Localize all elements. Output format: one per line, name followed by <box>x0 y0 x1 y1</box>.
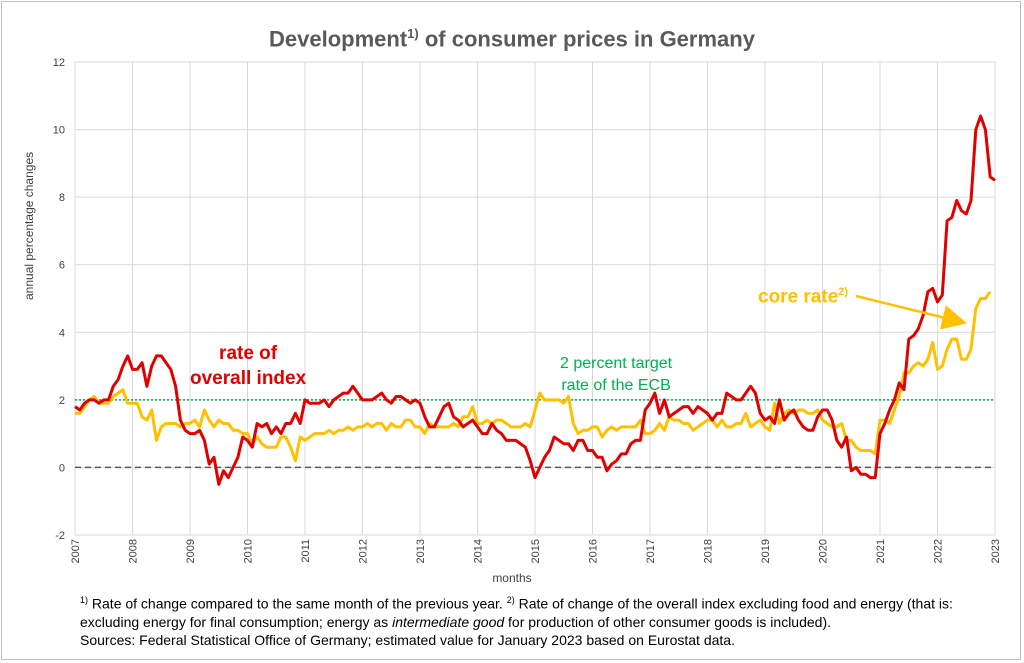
y-tick-label: 6 <box>59 260 65 272</box>
x-tick-label: 2013 <box>415 539 427 563</box>
x-tick-label: 2012 <box>358 539 370 563</box>
overall-label-line-1: rate of <box>219 343 278 364</box>
title-main: Development <box>269 26 408 52</box>
footnote-sources: Sources: Federal Statistical Office of G… <box>80 631 735 648</box>
x-tick-label: 2023 <box>990 539 1002 563</box>
x-tick-label: 2011 <box>300 539 312 563</box>
title-rest: of consumer prices in Germany <box>418 26 755 52</box>
target-line-label: 2 percent target rate of the ECB <box>560 353 672 397</box>
x-tick-label: 2014 <box>473 539 485 563</box>
x-tick-label: 2009 <box>185 539 197 563</box>
y-tick-label: 0 <box>59 462 65 474</box>
x-tick-label: 2021 <box>875 539 887 563</box>
x-tick-label: 2015 <box>530 539 542 563</box>
target-label-line-2: rate of the ECB <box>561 377 671 394</box>
target-label-line-1: 2 percent target <box>560 355 673 372</box>
x-tick-label: 2018 <box>703 539 715 563</box>
footnote: 1) Rate of change compared to the same m… <box>80 591 1000 649</box>
x-tick-label: 2019 <box>760 539 772 563</box>
core-rate-line <box>75 290 992 463</box>
core-label-footnote-mark: 2) <box>838 286 849 298</box>
y-tick-label: -2 <box>55 530 65 542</box>
x-tick-label: 2007 <box>70 539 82 563</box>
chart-title: Development1) of consumer prices in Germ… <box>0 26 1024 52</box>
y-tick-label: 8 <box>59 192 65 204</box>
y-tick-label: 2 <box>59 395 65 407</box>
y-tick-label: 4 <box>59 327 65 339</box>
x-tick-label: 2008 <box>128 539 140 563</box>
x-tick-label: 2020 <box>818 539 830 563</box>
y-tick-label: 12 <box>53 57 65 69</box>
x-tick-label: 2016 <box>588 539 600 563</box>
x-tick-label: 2022 <box>933 539 945 563</box>
title-footnote-mark: 1) <box>407 26 419 41</box>
y-tick-label: 10 <box>53 125 65 137</box>
overall-series-label: rate of overall index <box>190 341 306 391</box>
x-tick-label: 2010 <box>243 539 255 563</box>
x-tick-label: 2017 <box>645 539 657 563</box>
core-series-label: core rate2) <box>758 286 848 308</box>
x-axis-label: months <box>492 571 532 585</box>
overall-index-line <box>74 114 996 486</box>
footnote-definitions: 1) Rate of change compared to the same m… <box>80 595 953 630</box>
core-label-text: core rate <box>758 286 839 308</box>
line-chart: -2 0 2 4 6 8 10 12 2007 2008 2009 2010 2011 2012 2013 2… <box>53 57 1002 563</box>
core-rate-arrow <box>855 294 968 330</box>
overall-label-line-2: overall index <box>190 368 307 389</box>
